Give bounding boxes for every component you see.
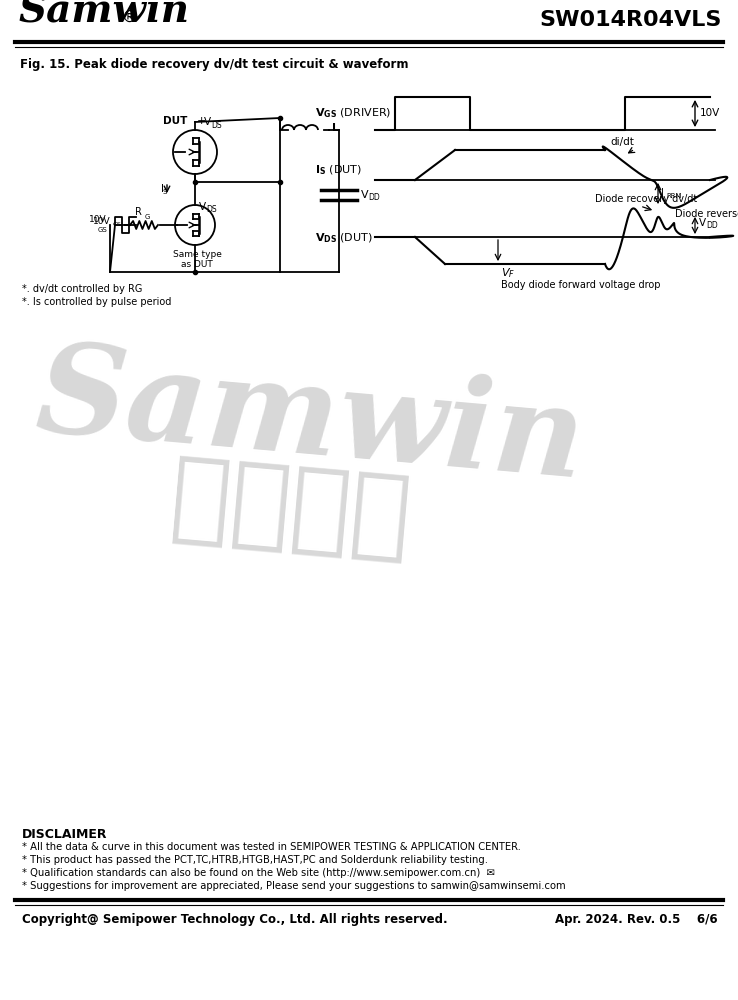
- Text: DUT: DUT: [162, 116, 187, 126]
- Text: +: +: [197, 116, 207, 126]
- Text: * All the data & curve in this document was tested in SEMIPOWER TESTING & APPLIC: * All the data & curve in this document …: [22, 842, 521, 852]
- Text: DD: DD: [368, 194, 380, 202]
- Text: Same type: Same type: [173, 250, 221, 259]
- Text: GS: GS: [113, 223, 122, 228]
- Text: * This product has passed the PCT,TC,HTRB,HTGB,HAST,PC and Solderdunk reliabilit: * This product has passed the PCT,TC,HTR…: [22, 855, 488, 865]
- Text: V: V: [199, 202, 206, 212]
- Text: 10V: 10V: [93, 218, 111, 227]
- Text: Body diode forward voltage drop: Body diode forward voltage drop: [501, 280, 661, 290]
- Text: $\mathbf{V_{DS}}$ (DUT): $\mathbf{V_{DS}}$ (DUT): [315, 231, 373, 245]
- Text: DISCLAIMER: DISCLAIMER: [22, 828, 108, 841]
- Text: V: V: [699, 218, 706, 228]
- Text: G: G: [145, 214, 151, 220]
- Text: $V_F$: $V_F$: [501, 266, 515, 280]
- Text: S: S: [162, 189, 167, 195]
- Text: $\mathbf{V_{GS}}$ (DRIVER): $\mathbf{V_{GS}}$ (DRIVER): [315, 106, 391, 120]
- Text: V: V: [204, 117, 211, 127]
- Text: *. dv/dt controlled by RG: *. dv/dt controlled by RG: [22, 284, 142, 294]
- Text: Diode reverse current: Diode reverse current: [675, 209, 738, 219]
- Text: GS: GS: [97, 227, 107, 233]
- Text: ®: ®: [122, 10, 137, 25]
- Text: I: I: [161, 184, 164, 194]
- Text: DS: DS: [211, 121, 221, 130]
- Text: RRM: RRM: [666, 192, 681, 198]
- Text: di/dt: di/dt: [610, 137, 634, 147]
- Text: R: R: [135, 207, 142, 217]
- Text: Samwin: Samwin: [31, 336, 589, 504]
- Text: DD: DD: [706, 222, 718, 231]
- Text: Fig. 15. Peak diode recovery dv/dt test circuit & waveform: Fig. 15. Peak diode recovery dv/dt test …: [20, 58, 409, 71]
- Text: 内部保密: 内部保密: [166, 451, 414, 569]
- Text: L: L: [332, 123, 339, 133]
- Text: DS: DS: [206, 206, 217, 215]
- Text: * Qualification standards can also be found on the Web site (http://www.semipowe: * Qualification standards can also be fo…: [22, 868, 495, 878]
- Text: * Suggestions for improvement are appreciated, Please send your suggestions to s: * Suggestions for improvement are apprec…: [22, 881, 565, 891]
- Text: as DUT: as DUT: [181, 260, 213, 269]
- Text: I: I: [661, 188, 664, 198]
- Text: V: V: [361, 190, 368, 200]
- Text: 10V: 10V: [700, 108, 720, 118]
- Text: 10V: 10V: [89, 216, 107, 225]
- Text: Diode recovery dv/dt: Diode recovery dv/dt: [595, 194, 697, 204]
- Text: Copyright@ Semipower Technology Co., Ltd. All rights reserved.: Copyright@ Semipower Technology Co., Ltd…: [22, 913, 448, 926]
- Text: Apr. 2024. Rev. 0.5    6/6: Apr. 2024. Rev. 0.5 6/6: [556, 913, 718, 926]
- Text: *. Is controlled by pulse period: *. Is controlled by pulse period: [22, 297, 171, 307]
- Text: $\mathbf{I_S}$ (DUT): $\mathbf{I_S}$ (DUT): [315, 163, 362, 177]
- Text: SW014R04VLS: SW014R04VLS: [539, 10, 722, 30]
- Text: Samwin: Samwin: [18, 0, 189, 30]
